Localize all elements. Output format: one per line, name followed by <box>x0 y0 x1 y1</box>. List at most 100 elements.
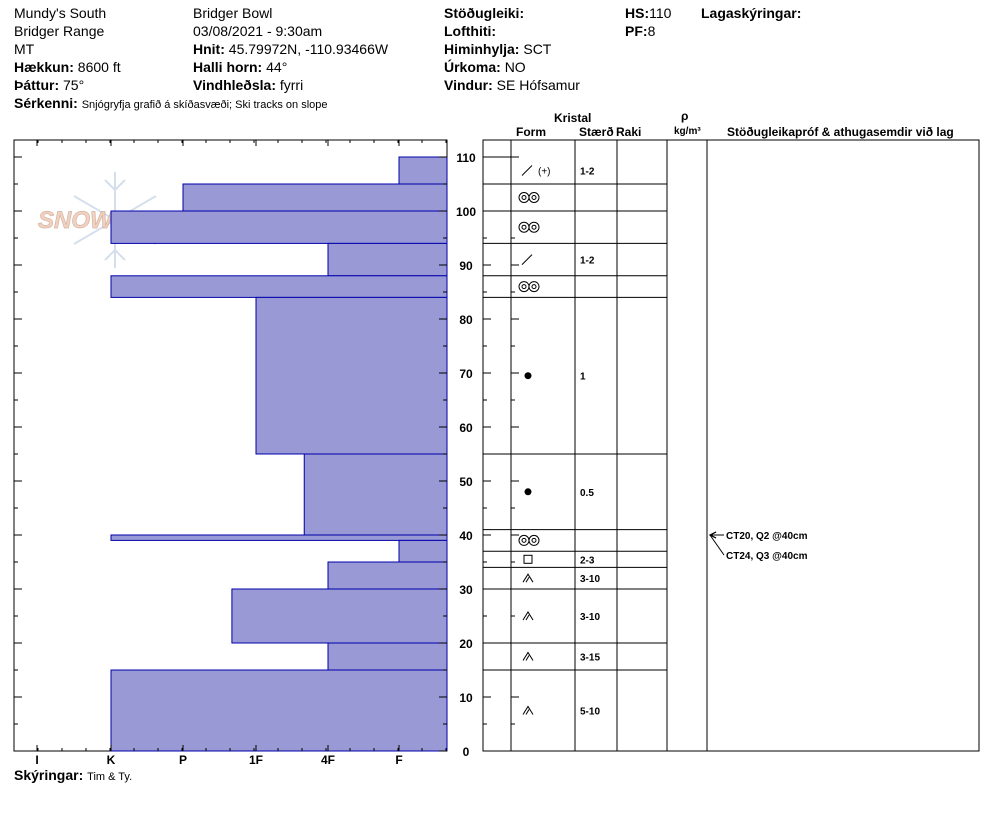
sky-label: Himinhylja: <box>444 41 520 57</box>
stability-test-label: CT20, Q2 @40cm <box>726 531 808 542</box>
features: Sérkenni: Snjógryfja grafið á skíðasvæði… <box>14 94 327 114</box>
hardness-tick-label: K <box>107 753 116 767</box>
hs-label: HS: <box>625 5 650 21</box>
col-crystal: Kristal <box>554 111 591 125</box>
hardness-bar <box>182 183 448 212</box>
depth-hoar-icon <box>522 705 534 715</box>
hardness-bar <box>327 561 448 590</box>
melt-forms-icon-inner <box>521 224 527 230</box>
pf-label: PF: <box>625 23 648 39</box>
depth-hoar-icon <box>522 611 534 621</box>
melt-forms-icon <box>528 534 540 546</box>
sky-value: SCT <box>523 41 552 57</box>
wind-loading-value: fyrri <box>279 77 304 93</box>
col-form: Form <box>516 125 546 139</box>
melt-forms-icon-inner <box>531 284 537 290</box>
hardness-bar <box>110 534 448 541</box>
observers-value: Tim & Ty. <box>87 771 133 783</box>
wind-loading-label: Vindhleðsla: <box>193 77 276 93</box>
sky-cover: Himinhylja: SCT <box>444 40 551 58</box>
stability-tests: CT20, Q2 @40cm CT24, Q3 @40cm <box>708 531 808 562</box>
depth-tick-label: 50 <box>459 475 473 489</box>
precip-label: Úrkoma: <box>444 59 501 75</box>
grain-size-label: 3-15 <box>580 653 600 664</box>
wind-label: Vindur: <box>444 77 493 93</box>
depth-tick-label: 10 <box>459 691 473 705</box>
aspect: Þáttur: 75° <box>14 76 84 94</box>
melt-forms-icon-inner <box>531 195 537 200</box>
melt-forms-icon <box>518 534 530 546</box>
pf-value: 8 <box>647 23 656 39</box>
legend-label: Lagaskýringar: <box>701 5 802 21</box>
hardness-bars <box>110 156 448 752</box>
observers: Skýringar: Tim & Ty. <box>14 766 132 786</box>
decomposing-fragments-icon <box>521 254 533 265</box>
slope-value: 44° <box>266 59 288 75</box>
grain-size-label: 1 <box>580 372 586 383</box>
aspect-value: 75° <box>63 77 85 93</box>
coords-value: 45.79972N, -110.93466W <box>228 41 389 57</box>
grain-size-label: 3-10 <box>580 574 600 585</box>
coords-label: Hnit: <box>193 41 225 57</box>
hs: HS:110 <box>625 4 671 22</box>
wind-value: SE Hófsamur <box>496 77 580 93</box>
col-comments: Stöðugleikapróf & athugasemdir við lag <box>727 125 954 139</box>
melt-forms-icon-inner <box>531 224 537 230</box>
depth-tick-label: 90 <box>459 259 473 273</box>
stability-test-arrow <box>708 531 717 539</box>
state: MT <box>14 41 35 57</box>
grain-table-frame <box>482 139 980 752</box>
rounded-fragments-icon: (+) <box>538 167 551 178</box>
layer-legend: Lagaskýringar: <box>701 4 801 22</box>
depth-tick-label: 80 <box>459 313 473 327</box>
depth-tick-label: 60 <box>459 421 473 435</box>
aspect-label: Þáttur: <box>14 77 60 93</box>
faceted-crystals-icon <box>523 554 533 564</box>
col-rho: ρ <box>681 109 688 123</box>
air-temp: Lofthiti: <box>444 22 496 40</box>
hardness-bar <box>255 296 448 455</box>
grain-layers: 1-2 1-2 1 0.5 2-3 3-10 3-10 3-15 5-10 (+) <box>483 156 667 718</box>
features-label: Sérkenni: <box>14 95 78 111</box>
wind: Vindur: SE Hófsamur <box>444 76 580 94</box>
melt-forms-icon <box>528 281 540 293</box>
hardness-tick-label: I <box>35 753 38 767</box>
melt-forms-icon-inner <box>521 537 527 543</box>
melt-forms-icon-inner <box>521 195 527 200</box>
depth-tick-label: 40 <box>459 529 473 543</box>
depth-tick-label: 100 <box>456 205 476 219</box>
coordinates: Hnit: 45.79972N, -110.93466W <box>193 40 388 58</box>
hardness-bar <box>398 539 448 563</box>
depth-hoar-icon <box>522 651 534 661</box>
melt-forms-icon-inner <box>521 284 527 290</box>
elevation: Hækkun: 8600 ft <box>14 58 121 76</box>
hardness-axis: I K P 1F 4F F <box>13 140 447 767</box>
depth-tick-label: 70 <box>459 367 473 381</box>
rounded-grains-icon <box>524 372 532 380</box>
melt-forms-icon <box>518 281 530 293</box>
hardness-bar <box>303 453 448 536</box>
wind-loading: Vindhleðsla: fyrri <box>193 76 303 94</box>
depth-hoar-icon-inner <box>525 709 530 715</box>
depth-tick-label: 20 <box>459 637 473 651</box>
hardness-tick-label: P <box>179 753 187 767</box>
grain-size-label: 1-2 <box>580 167 595 178</box>
depth-hoar-icon-inner <box>525 655 530 661</box>
hardness-tick-label: 1F <box>249 753 263 767</box>
stability-label: Stöðugleiki: <box>444 5 525 21</box>
depth-hoar-icon <box>522 573 534 583</box>
hardness-bar <box>327 242 448 277</box>
grain-size-label: 3-10 <box>580 612 600 623</box>
depth-tick-label: 30 <box>459 583 473 597</box>
hardness-bar <box>110 669 448 752</box>
precipitation: Úrkoma: NO <box>444 58 526 76</box>
hardness-bar <box>110 210 448 244</box>
pf: PF:8 <box>625 22 655 40</box>
stability-test-leader <box>709 534 725 556</box>
grain-size-label: 1-2 <box>580 256 595 267</box>
melt-forms-icon <box>518 221 530 233</box>
stability: Stöðugleiki: <box>444 4 524 22</box>
depth-hoar-icon-inner <box>525 614 530 621</box>
decomposing-fragments-icon <box>521 165 533 176</box>
